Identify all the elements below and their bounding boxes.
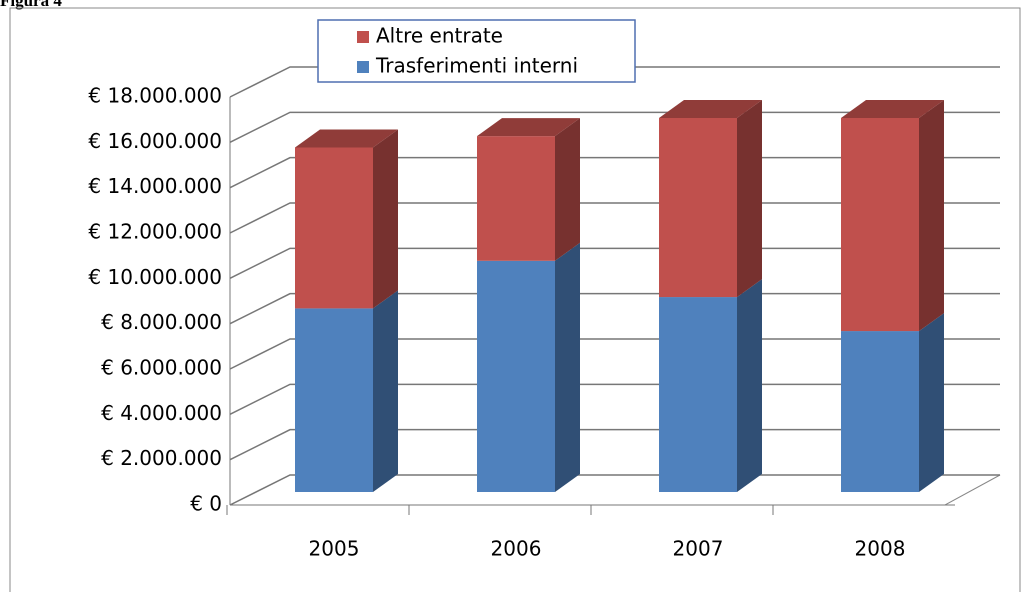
y-tick-label: € 0	[190, 492, 222, 516]
y-tick-label: € 12.000.000	[88, 220, 222, 244]
bar-side	[555, 242, 580, 492]
legend-label: Trasferimenti interni	[375, 54, 578, 78]
bar-side	[737, 100, 762, 298]
bar-segment	[659, 118, 737, 298]
grid-line	[229, 428, 1000, 461]
bar-side	[737, 279, 762, 492]
grid-line	[229, 338, 1000, 370]
bar-side	[373, 129, 398, 309]
bar-side	[919, 100, 944, 332]
y-tick-label: € 8.000.000	[101, 310, 222, 334]
legend-swatch	[357, 31, 369, 43]
grid-line	[229, 383, 1000, 416]
bar-side	[555, 118, 580, 261]
y-tick-label: € 4.000.000	[101, 401, 222, 425]
bar-segment	[295, 308, 373, 492]
bar-side	[373, 290, 398, 492]
legend-swatch	[357, 61, 369, 73]
bar-top	[477, 118, 580, 137]
bar-segment	[477, 136, 555, 261]
grid-line	[229, 474, 1000, 506]
bar-segment	[841, 118, 919, 332]
y-tick-label: € 18.000.000	[88, 84, 222, 108]
y-tick-label: € 16.000.000	[88, 129, 222, 153]
grid-line	[229, 202, 1000, 234]
y-tick-label: € 6.000.000	[101, 356, 222, 380]
grid-line	[229, 247, 1000, 280]
y-tick-label: € 2.000.000	[101, 446, 222, 470]
bar-segment	[477, 260, 555, 492]
figure-label: Figura 4	[0, 0, 62, 10]
bar-side	[919, 313, 944, 492]
y-tick-label: € 14.000.000	[88, 174, 222, 198]
x-tick-label: 2007	[673, 537, 724, 561]
x-tick-label: 2005	[309, 537, 360, 561]
y-tick-label: € 10.000.000	[88, 265, 222, 289]
grid-line	[229, 111, 1000, 144]
grid-line	[229, 66, 1000, 98]
bar-segment	[295, 147, 373, 309]
legend-box	[317, 19, 636, 83]
bar-segment	[841, 331, 919, 492]
bar-top	[659, 100, 762, 118]
legend-label: Altre entrate	[376, 24, 503, 48]
bar-top	[841, 100, 944, 118]
grid-line	[229, 292, 1000, 325]
x-tick-label: 2006	[491, 537, 542, 561]
x-tick-label: 2008	[855, 537, 906, 561]
chart-frame	[9, 7, 1021, 596]
bar-top	[295, 129, 398, 148]
bar-segment	[659, 297, 737, 492]
grid-line	[229, 156, 1000, 189]
